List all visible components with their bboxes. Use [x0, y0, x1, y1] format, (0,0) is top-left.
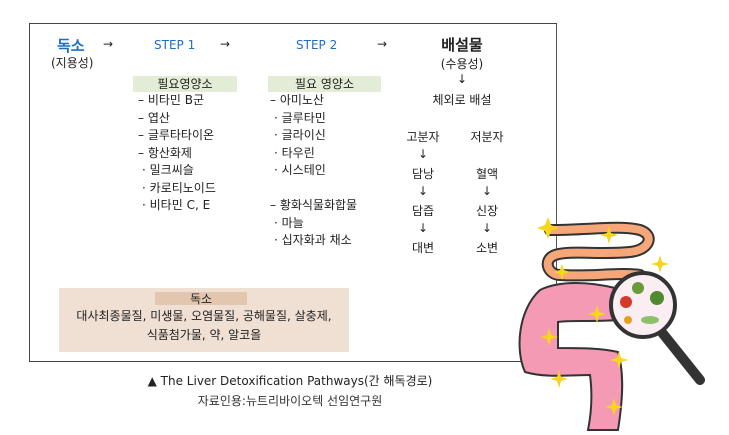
sparkle-icons: [537, 217, 669, 416]
intestine-magnifier-illustration: [518, 217, 705, 431]
diagram-frame: [29, 23, 557, 362]
high-molecular-path: 고분자 ↓ 담낭 ↓ 담즙 ↓ 대변: [398, 128, 448, 258]
toxins-box: 독소 대사최종물질, 미생물, 오염물질, 공해물질, 살충제, 식품첨가물, …: [59, 288, 349, 352]
list-item: · 시스테인: [274, 163, 326, 177]
step2-header: 필요 영양소: [268, 76, 381, 92]
arrow-down-icon: ↓: [417, 147, 429, 161]
path-step: 고분자: [406, 130, 440, 144]
arrow-down-icon: ↓: [417, 221, 429, 235]
path-step: 저분자: [470, 130, 504, 144]
toxin-subtitle: (지용성): [51, 56, 94, 70]
toxins-header: 독소: [155, 292, 247, 306]
arrow-icon: →: [377, 37, 388, 51]
path-step: 소변: [475, 241, 499, 255]
list-item: · 마늘: [274, 215, 304, 230]
toxin-title: 독소: [57, 37, 85, 55]
arrow-icon: →: [103, 37, 114, 51]
excretion-subtitle: (수용성): [440, 57, 484, 71]
excretion-out: 체외로 배설: [432, 93, 492, 107]
step1-header: 필요영양소: [133, 76, 237, 92]
path-step: 신장: [475, 204, 499, 218]
toxins-line2: 식품첨가물, 약, 알코올: [146, 328, 262, 342]
list-item: – 엽산: [138, 110, 170, 125]
step1-title: STEP 1: [154, 38, 196, 52]
toxins-line1: 대사최종물질, 미생물, 오염물질, 공해물질, 살충제,: [76, 309, 332, 323]
arrow-down-icon: ↓: [481, 184, 493, 198]
list-item: · 글루타민: [274, 110, 326, 125]
list-item: – 아미노산: [270, 93, 324, 107]
arrow-icon: →: [220, 37, 231, 51]
list-item: · 밀크씨슬: [142, 163, 194, 177]
arrow-down-icon: ↓: [417, 184, 429, 198]
path-step: 혈액: [475, 167, 499, 181]
path-step: 담낭: [411, 167, 435, 181]
small-intestine: [541, 221, 655, 282]
magnifier-icon: [609, 271, 705, 385]
list-item: · 카로티노이드: [142, 180, 216, 195]
list-item: – 글루타타이온: [138, 128, 215, 142]
arrow-down-icon: ↓: [481, 221, 493, 235]
list-item: · 비타민 C, E: [142, 198, 211, 212]
list-item: [270, 180, 357, 198]
list-item: · 글라이신: [274, 128, 326, 142]
low-molecular-path: 저분자 . 혈액 ↓ 신장 ↓ 소변: [462, 128, 512, 258]
step2-list: – 아미노산 · 글루타민 · 글라이신 · 타우린 · 시스테인 – 황화식물…: [270, 92, 357, 250]
caption-source: 자료인용:뉴트리바이오텍 선임연구원: [197, 394, 383, 408]
large-intestine: [518, 282, 624, 431]
step2-title: STEP 2: [296, 38, 338, 52]
arrow-down-icon: ↓: [456, 72, 468, 86]
list-item: · 타우린: [274, 145, 315, 160]
step1-list: – 비타민 B군 – 엽산 – 글루타타이온 – 항산화제 · 밀크씨슬 · 카…: [138, 92, 216, 215]
excretion-title: 배설물: [441, 36, 483, 54]
caption-title: ▲ The Liver Detoxification Pathways(간 해독…: [147, 374, 433, 388]
list-item: · 십자화과 채소: [274, 233, 352, 247]
list-item: – 항산화제: [138, 145, 192, 160]
list-item: – 황화식물화합물: [270, 198, 358, 212]
path-step: 담즙: [411, 204, 435, 218]
list-item: – 비타민 B군: [138, 93, 205, 107]
path-step: 대변: [411, 241, 435, 255]
